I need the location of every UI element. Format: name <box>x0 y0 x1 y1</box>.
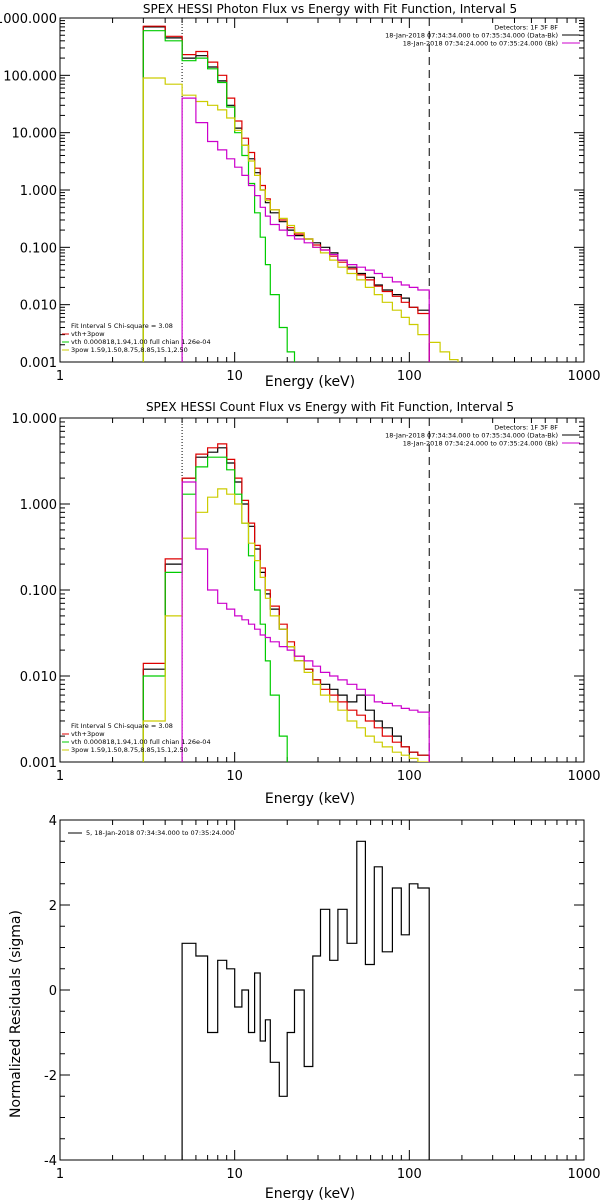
x-tick-label: 1000 <box>567 369 600 384</box>
x-tick-label: 10 <box>226 1167 243 1182</box>
y-tick-label: 1000.000 <box>0 12 57 27</box>
count-flux-panel: SPEX HESSI Count Flux vs Energy with Fit… <box>12 400 600 807</box>
series-line-1 <box>142 443 430 762</box>
y-tick-label: 1.000 <box>20 498 57 513</box>
plot-frame <box>59 17 585 363</box>
top-legend-text: 18-Jan-2018 07:34:34.000 to 07:35:34.000… <box>385 32 558 40</box>
fit-legend-text: vth+3pow <box>71 730 105 738</box>
top-legend-text: 18-Jan-2018 07:34:34.000 to 07:35:34.000… <box>385 432 558 440</box>
fit-legend-text: 3pow 1.59,1.50,8.75,8.85,15.1,2.50 <box>71 746 188 754</box>
fit-legend-text: 3pow 1.59,1.50,8.75,8.85,15.1,2.50 <box>71 346 188 354</box>
y-tick-label: 0.100 <box>20 584 57 599</box>
top-legend-text: Detectors: 1F 3F 8F <box>494 424 558 432</box>
series-line-1 <box>142 25 430 362</box>
top-legend-text: 18-Jan-2018 07:34:24.000 to 07:35:24.000… <box>403 440 558 448</box>
top-legend-text: Detectors: 1F 3F 8F <box>494 24 558 32</box>
y-tick-label: 0.010 <box>20 299 57 314</box>
x-tick-label: 100 <box>397 769 422 784</box>
x-tick-label: 1000 <box>567 1167 600 1182</box>
series-group <box>142 418 430 762</box>
series-line-3 <box>142 488 430 762</box>
y-tick-label: 0.010 <box>20 670 57 685</box>
x-tick-label: 1 <box>56 369 64 384</box>
y-tick-label: 100.000 <box>3 69 57 84</box>
photon-flux-title: SPEX HESSI Photon Flux vs Energy with Fi… <box>143 2 517 16</box>
series-line-4 <box>181 97 430 362</box>
y-tick-label: 0.001 <box>20 756 57 771</box>
x-tick-label: 1 <box>56 1167 64 1182</box>
y-tick-label: 0.100 <box>20 241 57 256</box>
x-tick-label: 100 <box>397 369 422 384</box>
series-group <box>181 840 430 1160</box>
y-tick-label: 2 <box>49 899 57 914</box>
y-tick-label: 10.000 <box>12 412 58 427</box>
y-tick-label: -2 <box>44 1069 57 1084</box>
y-tick-label: 0 <box>49 984 57 999</box>
fit-legend-text: Fit Interval 5 Chi-square = 3.08 <box>71 722 173 730</box>
series-line-4 <box>181 481 430 762</box>
fit-legend-text: vth 0.000818,1.94,1.00 full chian 1.26e-… <box>71 338 211 346</box>
plot-frame <box>59 819 585 1161</box>
x-tick-label: 1000 <box>567 769 600 784</box>
count-flux-xlabel: Energy (keV) <box>265 791 355 807</box>
y-tick-label: 10.000 <box>12 127 58 142</box>
fit-legend-text: Fit Interval 5 Chi-square = 3.08 <box>71 322 173 330</box>
fit-legend-text: vth+3pow <box>71 330 105 338</box>
count-flux-title: SPEX HESSI Count Flux vs Energy with Fit… <box>146 400 514 414</box>
y-tick-label: 4 <box>49 814 57 829</box>
fit-legend-text: vth 0.000818,1.94,1.00 full chian 1.26e-… <box>71 738 211 746</box>
series-line-0 <box>142 26 430 362</box>
plot-frame <box>59 417 585 763</box>
y-tick-label: -4 <box>44 1154 57 1169</box>
legend-text: 5, 18-Jan-2018 07:34:34.000 to 07:35:24.… <box>86 829 234 837</box>
x-tick-label: 1 <box>56 769 64 784</box>
photon-flux-panel: SPEX HESSI Photon Flux vs Energy with Fi… <box>0 2 600 390</box>
x-tick-label: 10 <box>226 769 243 784</box>
residuals-xlabel: Energy (keV) <box>265 1186 355 1200</box>
y-tick-label: 1.000 <box>20 184 57 199</box>
x-tick-label: 10 <box>226 369 243 384</box>
series-line-0 <box>142 447 430 762</box>
residuals-panel: Energy (keV) Normalized Residuals (sigma… <box>8 814 600 1200</box>
top-legend-text: 18-Jan-2018 07:34:24.000 to 07:35:24.000… <box>403 40 558 48</box>
series-line-0 <box>181 840 430 1160</box>
series-line-3 <box>142 77 459 362</box>
series-group <box>142 18 459 362</box>
x-tick-label: 100 <box>397 1167 422 1182</box>
residuals-ylabel: Normalized Residuals (sigma) <box>8 910 24 1118</box>
y-tick-label: 0.001 <box>20 356 57 371</box>
photon-flux-xlabel: Energy (keV) <box>265 374 355 390</box>
